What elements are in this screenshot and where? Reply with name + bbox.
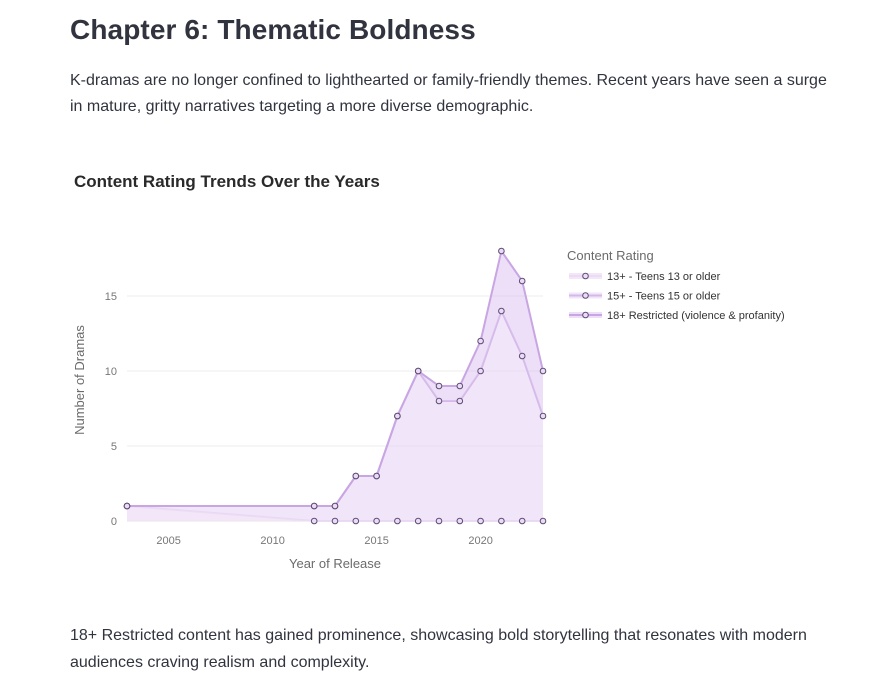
point-18-2019 (456, 382, 464, 390)
chapter-heading: Chapter 6: Thematic Boldness (70, 14, 476, 45)
point-13-2019 (456, 517, 464, 525)
point-13-2015 (373, 517, 380, 525)
point-13-2023 (539, 517, 547, 525)
point-15-2023 (539, 412, 547, 420)
legend-marker-15 (582, 292, 589, 299)
data-markers (123, 247, 547, 525)
x-axis-label: Year of Release (289, 556, 381, 571)
point-18-2017 (414, 367, 422, 375)
point-18-2012 (310, 502, 318, 510)
x-tick-label-2015: 2015 (364, 535, 388, 547)
point-18-2020 (477, 337, 484, 345)
point-18-2018 (435, 382, 443, 390)
intro-paragraph: K-dramas are no longer confined to light… (70, 72, 827, 115)
point-18-2022 (518, 277, 526, 285)
point-18-2023 (539, 367, 547, 375)
legend-label-15: 15+ - Teens 15 or older (607, 291, 721, 303)
point-18-2021 (498, 247, 505, 255)
x-tick-label-2005: 2005 (156, 535, 180, 547)
x-tick-label-2010: 2010 (260, 535, 284, 547)
legend: Content Rating 13+ - Teens 13 or older 15… (567, 248, 785, 322)
point-13-2014 (352, 517, 360, 525)
point-18-2014 (352, 472, 360, 480)
outro-paragraph: 18+ Restricted content has gained promin… (70, 627, 807, 671)
point-18-2015 (373, 472, 380, 480)
y-axis-ticks: 0 5 10 15 (105, 291, 117, 528)
point-13-2018 (435, 517, 443, 525)
area-13-fill (127, 506, 543, 521)
point-13-2017 (414, 517, 422, 525)
point-13-2020 (477, 517, 484, 525)
point-15-2019 (456, 397, 464, 405)
x-axis-ticks: 2005 2010 2015 2020 (156, 535, 492, 547)
chart-title: Content Rating Trends Over the Years (74, 172, 380, 191)
point-13-2016 (394, 517, 401, 525)
point-13-2012 (310, 517, 318, 525)
area-15-fill (127, 311, 543, 521)
legend-marker-13 (582, 272, 589, 280)
point-15-2022 (518, 352, 526, 360)
area-18-fill (127, 251, 543, 506)
x-tick-label-2020: 2020 (468, 535, 492, 547)
y-tick-label-0: 0 (111, 516, 117, 528)
point-13-2022 (518, 517, 526, 525)
point-13-2021 (498, 517, 505, 525)
legend-label-18: 18+ Restricted (violence & profanity) (607, 310, 785, 322)
legend-title: Content Rating (567, 248, 654, 263)
legend-label-13: 13+ - Teens 13 or older (607, 271, 721, 283)
point-13-2013 (331, 517, 339, 525)
legend-marker-18 (582, 311, 589, 319)
y-tick-label-5: 5 (111, 441, 117, 453)
point-15-2018 (435, 397, 443, 405)
y-axis-label: Number of Dramas (72, 325, 87, 435)
y-tick-label-15: 15 (105, 291, 117, 303)
y-tick-label-10: 10 (105, 366, 117, 378)
point-18-2016 (394, 412, 401, 420)
point-15-2021 (498, 307, 505, 315)
point-18-2013 (331, 502, 339, 510)
area-series (126, 248, 544, 522)
point-15-2020 (477, 367, 484, 375)
point-18-2003 (123, 502, 131, 510)
